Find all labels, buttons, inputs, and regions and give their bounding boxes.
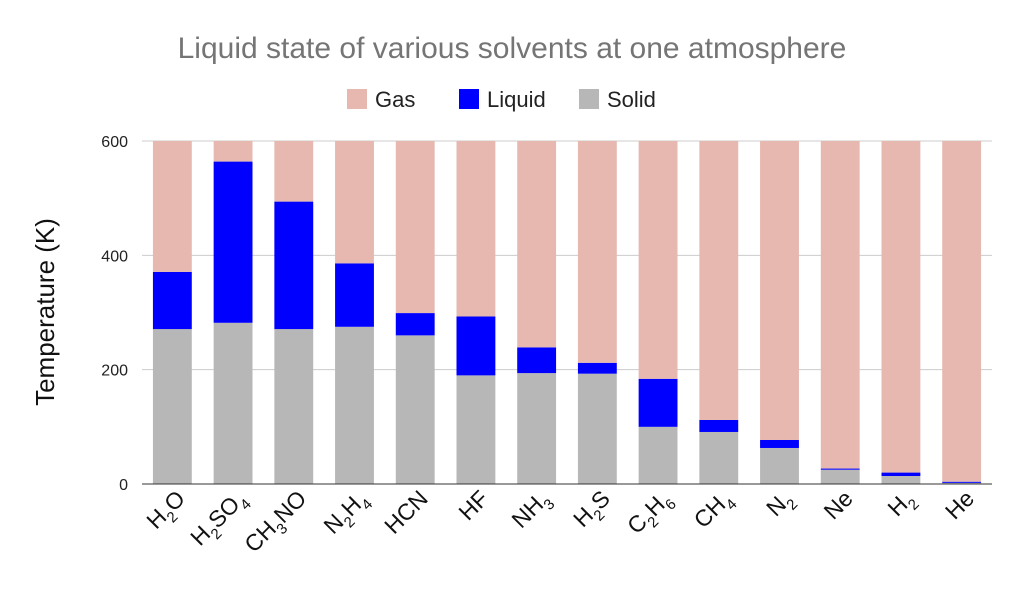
bar-liquid-ch4 <box>699 419 739 432</box>
legend-swatch-gas <box>347 89 367 109</box>
bar-liquid-h2o <box>152 271 192 330</box>
x-tick-label-h2s: H2S <box>568 485 619 536</box>
x-tick-label-ch3no: CH3NO <box>239 485 315 561</box>
bar-gas-hf <box>456 141 496 317</box>
x-tick-label-nh3: NH3 <box>506 485 558 537</box>
gridlines <box>142 140 992 371</box>
legend-label-gas: Gas <box>375 87 415 112</box>
bar-liquid-ch3no <box>274 201 314 330</box>
x-tick-label-hcn: HCN <box>379 485 433 539</box>
bar-solid-ne <box>820 469 860 484</box>
legend-label-solid: Solid <box>607 87 656 112</box>
legend: Gas Liquid Solid <box>347 87 656 112</box>
bar-gas-h2so4 <box>213 141 253 162</box>
bar-gas-h2s <box>577 141 617 363</box>
x-tick-label-n2h4: N2H4 <box>318 485 376 543</box>
x-tick-label-h2: H2 <box>882 485 922 525</box>
bar-liquid-c2h6 <box>638 378 678 427</box>
chart-title: Liquid state of various solvents at one … <box>178 32 847 65</box>
bar-solid-c2h6 <box>638 426 678 484</box>
bar-solid-n2 <box>760 447 799 484</box>
y-tick-label-0: 0 <box>119 477 128 494</box>
bar-liquid-nh3 <box>517 347 557 374</box>
bar-solid-h2o <box>152 329 192 484</box>
bar-liquid-h2so4 <box>213 161 253 323</box>
bar-gas-nh3 <box>517 141 557 348</box>
bar-liquid-ne <box>820 468 860 470</box>
bar-solid-hcn <box>395 335 435 484</box>
bar-gas-h2o <box>152 141 192 272</box>
x-tick-label-ch4: CH4 <box>689 485 741 537</box>
bar-gas-hcn <box>395 141 435 314</box>
bar-solid-nh3 <box>517 373 557 484</box>
y-axis-label: Temperature (K) <box>30 218 60 406</box>
bar-gas-c2h6 <box>638 141 678 379</box>
legend-swatch-liquid <box>459 89 479 109</box>
bar-solid-ch3no <box>274 329 314 484</box>
bar-solid-he <box>942 482 982 484</box>
bar-liquid-hf <box>456 316 496 376</box>
bar-solid-h2s <box>577 373 617 484</box>
bar-liquid-he <box>942 481 982 483</box>
bar-gas-ch3no <box>274 141 314 202</box>
x-tick-label-n2: N2 <box>761 485 801 525</box>
y-tick-label-600: 600 <box>101 134 128 151</box>
bar-gas-ne <box>820 141 860 469</box>
bar-gas-h2 <box>881 141 921 473</box>
y-axis-ticks: 0 200 400 600 <box>101 134 128 494</box>
y-tick-label-200: 200 <box>101 363 128 380</box>
x-tick-label-ne: Ne <box>819 485 858 524</box>
legend-label-liquid: Liquid <box>487 87 546 112</box>
bar-gas-n2h4 <box>335 141 374 264</box>
bar-liquid-n2h4 <box>335 263 374 327</box>
bar-liquid-h2 <box>881 472 921 476</box>
y-tick-label-400: 400 <box>101 248 128 265</box>
x-tick-label-c2h6: C2H6 <box>622 485 680 543</box>
x-tick-label-hf: HF <box>453 485 493 525</box>
bar-gas-n2 <box>760 141 799 440</box>
bar-liquid-hcn <box>395 313 435 336</box>
x-tick-label-he: He <box>940 485 979 524</box>
bars <box>152 141 982 484</box>
bar-gas-he <box>942 141 982 482</box>
bar-solid-hf <box>456 375 496 484</box>
bar-solid-ch4 <box>699 431 739 484</box>
bar-gas-ch4 <box>699 141 739 420</box>
bar-liquid-h2s <box>577 362 617 374</box>
bar-liquid-n2 <box>760 439 799 448</box>
legend-swatch-solid <box>579 89 599 109</box>
bar-solid-h2 <box>881 476 921 484</box>
bar-solid-n2h4 <box>335 326 374 484</box>
bar-solid-h2so4 <box>213 322 253 484</box>
